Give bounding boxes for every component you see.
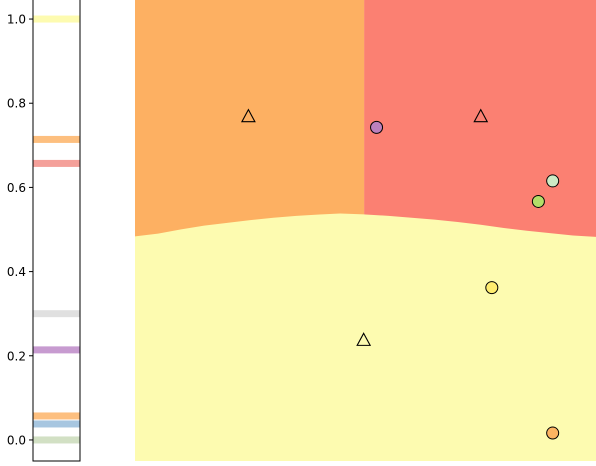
colorbar-frame — [32, 0, 81, 462]
colorbar-y-ticks: 0.0 0.2 0.4 0.6 0.8 1.0 — [7, 13, 33, 447]
colorbar-band-4 — [33, 346, 80, 354]
colorbar-y-tick-label: 0.0 — [7, 433, 26, 447]
decision-regions — [135, 0, 596, 461]
colorbar-band-1 — [33, 135, 80, 143]
data-point — [546, 426, 560, 440]
colorbar-y-tick-label: 1.0 — [7, 13, 26, 27]
colorbar-band-6 — [33, 420, 80, 428]
data-point — [485, 281, 499, 295]
colorbar-strip: 0.0 0.2 0.4 0.6 0.8 1.0 — [7, 0, 81, 462]
centroid-triangle-marker — [356, 332, 372, 346]
data-point — [370, 120, 384, 134]
colorbar-band-0 — [33, 15, 80, 23]
data-points — [370, 120, 560, 440]
colorbar-y-tick-label: 0.6 — [7, 181, 26, 195]
decision-region-plot — [135, 0, 596, 461]
centroid-triangle-marker — [240, 108, 256, 123]
colorbar-band-5 — [33, 412, 80, 420]
centroid-triangle-marker — [473, 108, 489, 123]
orange-region — [135, 0, 365, 237]
data-point — [546, 174, 560, 188]
data-point — [531, 194, 545, 208]
colorbar-y-tick-label: 0.4 — [7, 265, 26, 279]
red-region — [364, 0, 596, 237]
colorbar-band-7 — [33, 436, 80, 444]
colorbar-bands — [33, 15, 80, 444]
centroid-markers — [240, 108, 489, 346]
colorbar-y-tick-label: 0.2 — [7, 349, 26, 363]
colorbar-band-2 — [33, 159, 80, 167]
colorbar-y-tick-label: 0.8 — [7, 97, 26, 111]
colorbar-band-3 — [33, 310, 80, 318]
